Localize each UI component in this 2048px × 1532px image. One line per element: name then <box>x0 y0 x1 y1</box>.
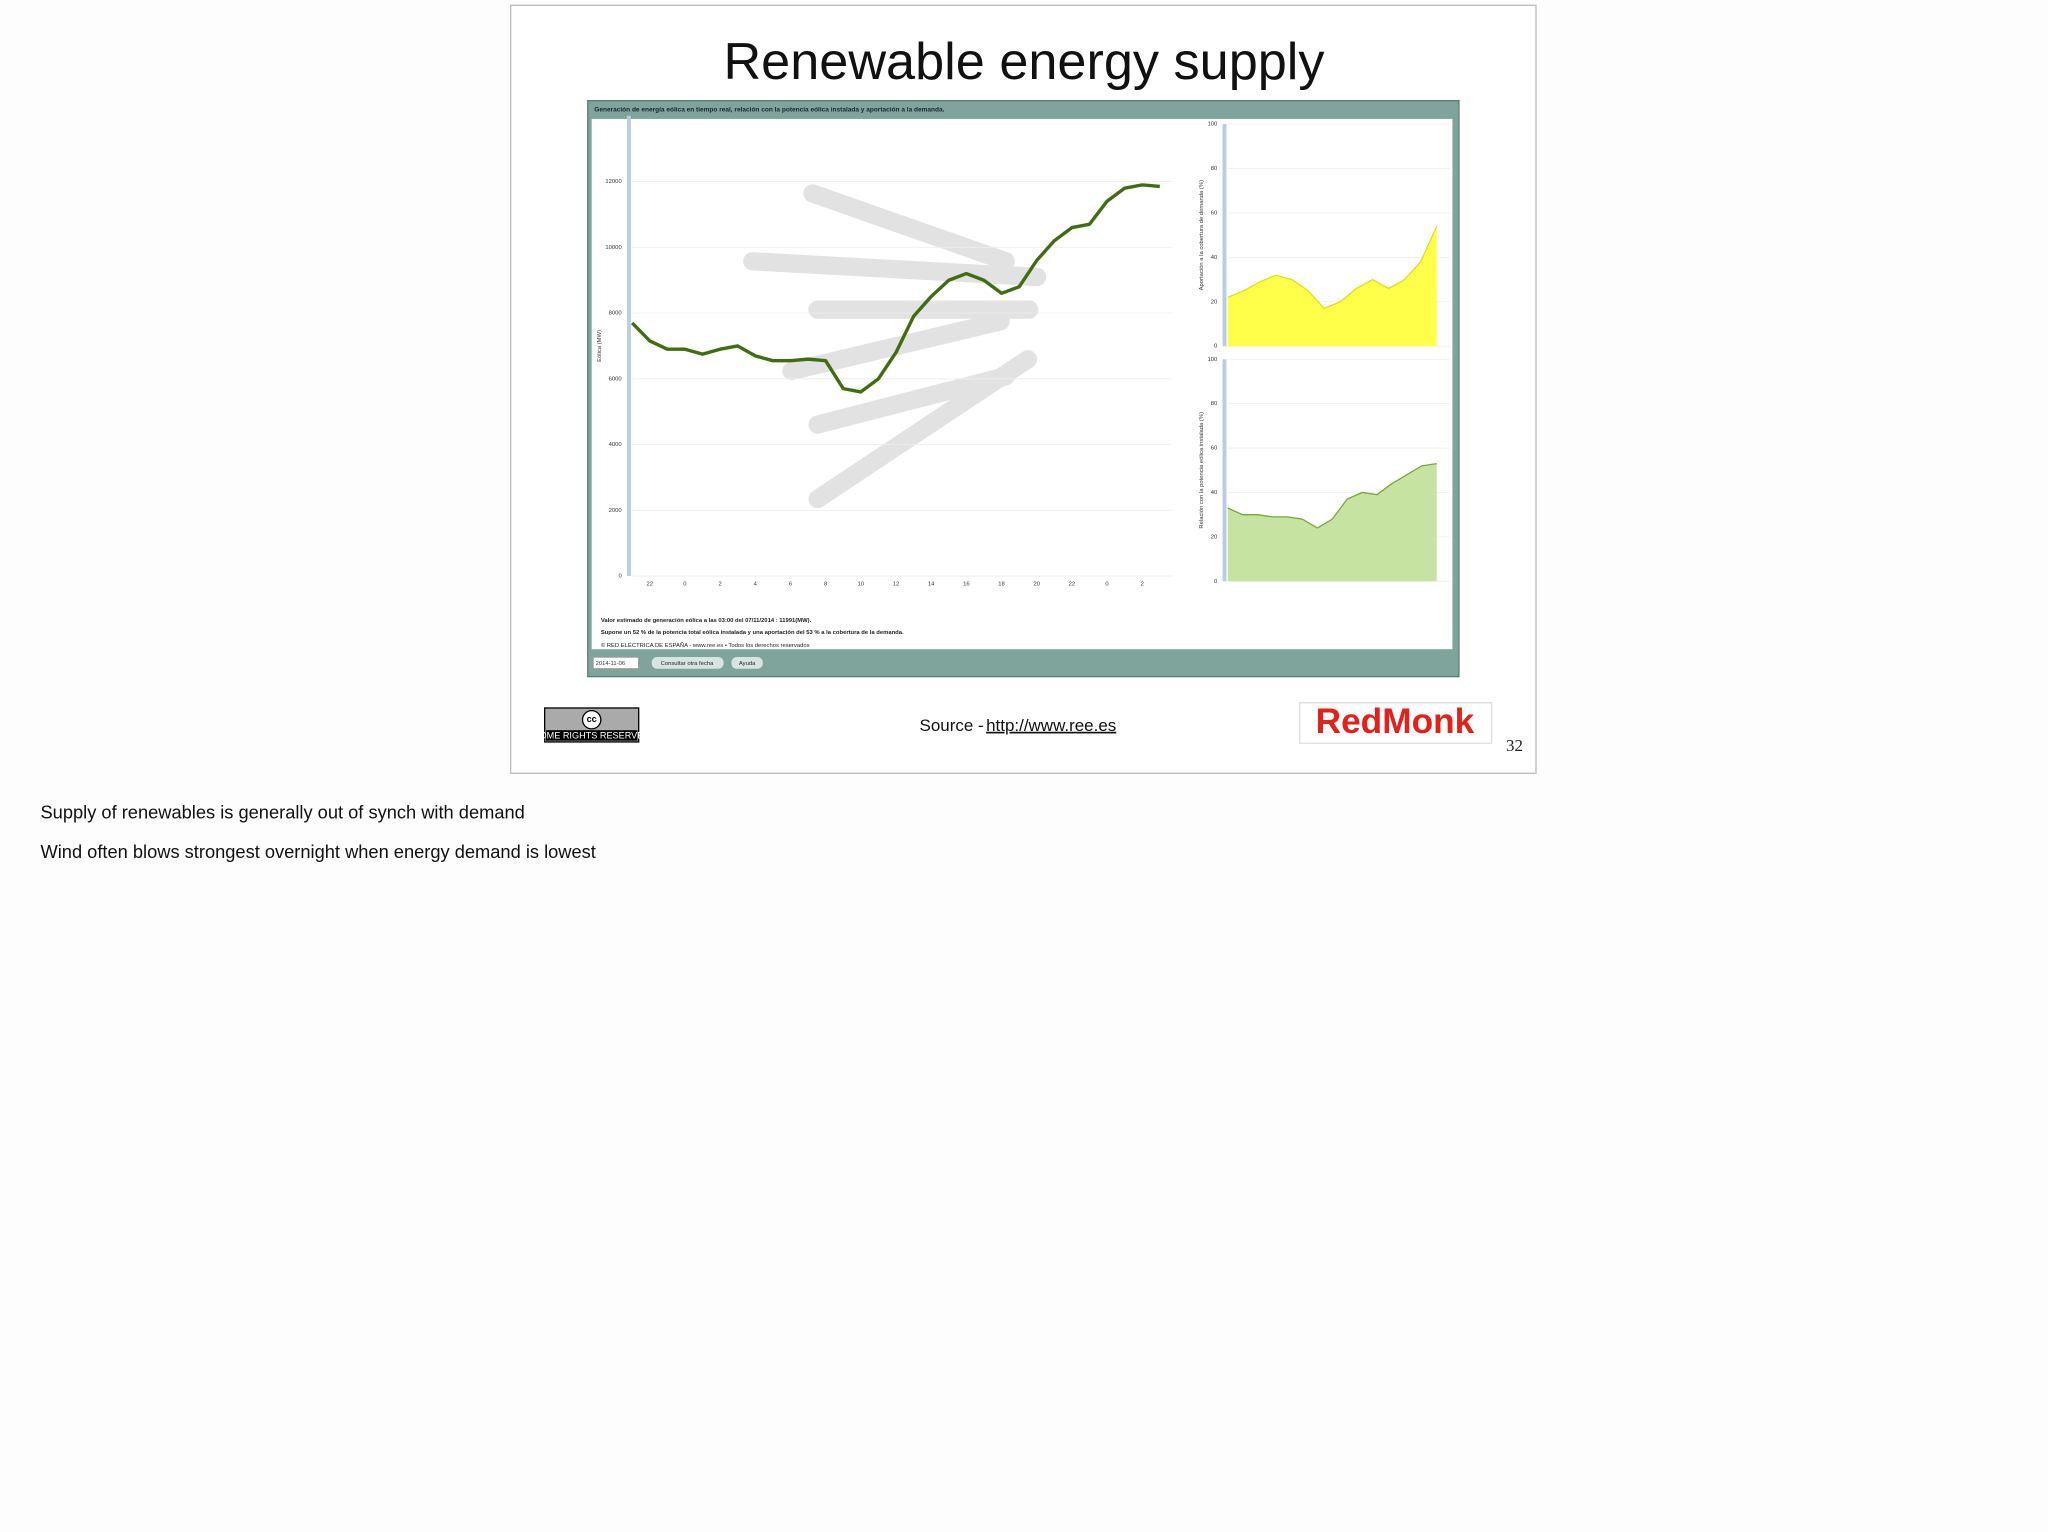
y-tick-label: 6000 <box>609 376 623 382</box>
y-tick-label: 80 <box>1211 401 1218 407</box>
y-tick-label: 40 <box>1211 255 1218 261</box>
date-input[interactable] <box>592 656 640 670</box>
y-axis-label: Relación con la potencia eólica instalad… <box>1199 412 1205 529</box>
footer-line: © RED ELÉCTRICA DE ESPAÑA - www.ree.es •… <box>601 642 810 649</box>
y-tick-label: 2000 <box>609 508 623 514</box>
embed-header: Generación de energía eólica en tiempo r… <box>594 107 944 114</box>
x-tick-label: 8 <box>824 581 827 587</box>
cc-symbol: cc <box>587 714 597 724</box>
area-series <box>1227 226 1437 347</box>
footer-line: Supone un 52 % de la potencia total eóli… <box>601 630 904 636</box>
y-tick-label: 60 <box>1211 446 1218 452</box>
y-tick-label: 20 <box>1211 299 1218 305</box>
footer-line: Valor estimado de generación eólica a la… <box>601 618 812 624</box>
button[interactable] <box>731 657 763 669</box>
y-tick-label: 100 <box>1208 357 1219 363</box>
y-axis-label: Aportación a la cobertura de demanda (%) <box>1199 180 1205 290</box>
x-tick-label: 22 <box>646 581 653 587</box>
y-tick-label: 8000 <box>609 311 623 317</box>
logo-box <box>1298 702 1493 744</box>
cc-strip <box>545 730 638 741</box>
cc-circle <box>581 709 602 730</box>
logo: RedMonk <box>1316 702 1475 741</box>
y-tick-label: 4000 <box>609 442 623 448</box>
y-tick-label: 12000 <box>605 179 622 185</box>
x-tick-label: 2 <box>718 581 721 587</box>
y-tick-label: 20 <box>1211 534 1218 540</box>
source-prefix: Source - <box>920 716 984 735</box>
x-tick-label: 0 <box>683 581 687 587</box>
cc-text: SOME RIGHTS RESERVED <box>533 730 650 740</box>
y-axis-bar <box>1222 124 1227 347</box>
x-tick-label: 4 <box>754 581 758 587</box>
button-text: Consultar otra fecha <box>661 661 715 667</box>
button-text: Ayuda <box>739 661 756 667</box>
y-tick-label: 10000 <box>605 245 622 251</box>
date-input-text: 2014-11-06 <box>596 661 626 667</box>
x-tick-label: 12 <box>893 581 900 587</box>
note: Wind often blows strongest overnight whe… <box>40 841 595 862</box>
y-tick-label: 80 <box>1211 166 1218 172</box>
area-outline <box>1227 462 1437 529</box>
note: Supply of renewables is generally out of… <box>40 802 524 823</box>
y-tick-label: 40 <box>1211 490 1218 496</box>
line-series <box>630 183 1160 394</box>
area-series <box>1227 463 1437 582</box>
y-tick-label: 60 <box>1211 211 1218 217</box>
y-axis-bar <box>626 115 631 577</box>
x-tick-label: 18 <box>998 581 1005 587</box>
button[interactable] <box>651 657 724 669</box>
page-number: 32 <box>1506 736 1523 755</box>
y-tick-label: 0 <box>618 574 622 580</box>
y-axis-bar <box>1222 359 1227 582</box>
x-tick-label: 16 <box>963 581 970 587</box>
y-axis-label: Eólica (MW) <box>597 330 603 362</box>
slide-title: Renewable energy supply <box>723 33 1325 91</box>
x-tick-label: 0 <box>1105 581 1109 587</box>
x-tick-label: 22 <box>1069 581 1076 587</box>
y-tick-label: 100 <box>1208 122 1219 128</box>
x-tick-label: 20 <box>1033 581 1040 587</box>
x-tick-label: 14 <box>928 581 935 587</box>
y-tick-label: 0 <box>1214 579 1218 585</box>
x-tick-label: 6 <box>789 581 792 587</box>
x-tick-label: 2 <box>1141 581 1144 587</box>
source-link[interactable]: http://www.ree.es <box>986 716 1116 735</box>
x-tick-label: 10 <box>858 581 865 587</box>
area-outline <box>1227 226 1438 310</box>
y-tick-label: 0 <box>1214 344 1218 350</box>
